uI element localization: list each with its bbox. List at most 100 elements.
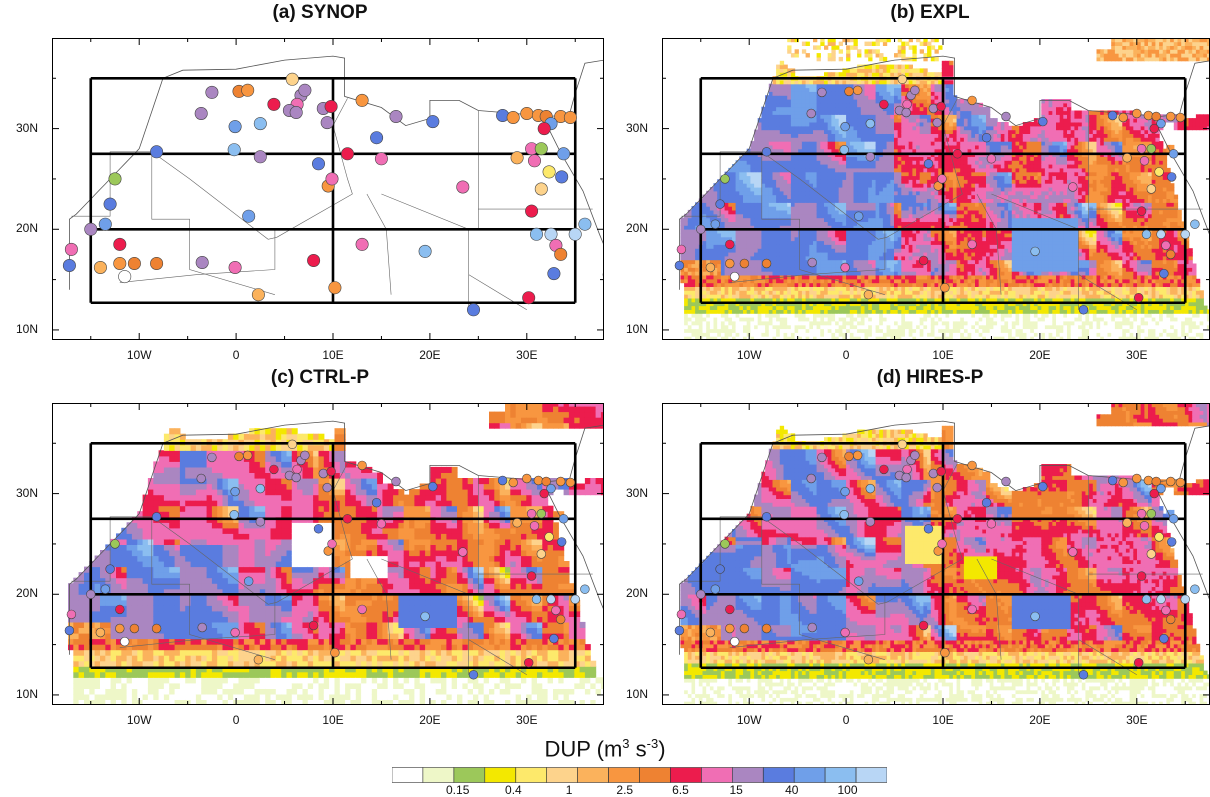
colorbar-swatch — [423, 768, 454, 783]
station-marker — [1160, 269, 1169, 278]
station-marker — [675, 261, 684, 270]
station-marker — [243, 210, 255, 222]
map-panel — [52, 38, 604, 340]
station-marker — [458, 548, 467, 557]
station-marker — [929, 469, 938, 478]
station-marker — [716, 200, 725, 209]
station-marker — [1176, 113, 1185, 122]
station-marker — [1157, 595, 1166, 604]
map-panel — [662, 403, 1210, 705]
station-marker — [254, 117, 266, 129]
station-marker — [1160, 634, 1169, 643]
lon-tick-label: 0 — [222, 348, 250, 362]
station-marker — [356, 238, 368, 250]
station-marker — [540, 489, 549, 498]
station-marker — [845, 87, 854, 96]
dup-field — [680, 403, 1210, 705]
colorbar-swatch — [701, 768, 732, 783]
station-marker — [1142, 595, 1151, 604]
station-marker — [534, 476, 543, 485]
station-marker — [111, 540, 120, 549]
colorbar-swatch — [609, 768, 640, 783]
station-marker — [370, 132, 382, 144]
station-marker — [152, 624, 161, 633]
station-marker — [537, 550, 546, 559]
colorbar-swatch — [547, 768, 578, 783]
station-marker — [953, 149, 962, 158]
station-marker — [557, 538, 566, 547]
station-marker — [919, 256, 928, 265]
station-marker — [198, 623, 207, 632]
station-marker — [853, 451, 862, 460]
station-marker — [1166, 112, 1175, 121]
station-marker — [195, 107, 207, 119]
station-marker — [807, 109, 816, 118]
station-marker — [581, 585, 590, 594]
station-marker — [104, 198, 116, 210]
station-marker — [256, 484, 265, 493]
lat-tick-label: 30N — [16, 121, 38, 135]
station-marker — [509, 478, 518, 487]
lon-tick-label: 10W — [125, 713, 153, 727]
station-marker — [762, 624, 771, 633]
station-marker — [321, 116, 333, 128]
station-marker — [1176, 478, 1185, 487]
station-marker — [721, 175, 730, 184]
station-marker — [725, 624, 734, 633]
station-marker — [933, 483, 942, 492]
lon-tick-label: 10W — [125, 348, 153, 362]
station-marker — [1134, 293, 1143, 302]
station-marker — [1191, 585, 1200, 594]
station-marker — [427, 115, 439, 127]
lon-tick-label: 20E — [1026, 348, 1054, 362]
station-marker — [235, 452, 244, 461]
map-panel — [52, 403, 604, 705]
panel-title: (b) EXPL — [650, 2, 1210, 24]
lon-tick-label: 30E — [513, 348, 541, 362]
station-marker — [467, 304, 479, 316]
lon-tick-label: 0 — [222, 713, 250, 727]
colorbar-swatch — [670, 768, 701, 783]
lon-tick-label: 30E — [1123, 713, 1151, 727]
country-border — [367, 194, 391, 295]
station-marker — [96, 628, 105, 637]
station-marker — [968, 461, 977, 470]
lon-tick-label: 10E — [319, 348, 347, 362]
country-border — [120, 229, 275, 282]
station-marker — [987, 154, 996, 163]
colorbar-swatch — [856, 768, 887, 783]
station-marker — [866, 517, 875, 526]
station-marker — [254, 151, 266, 163]
station-marker — [329, 282, 341, 294]
station-marker — [331, 648, 340, 657]
station-marker — [1150, 489, 1159, 498]
station-marker — [288, 440, 297, 449]
station-marker — [101, 585, 110, 594]
station-marker — [1108, 111, 1117, 120]
station-marker — [372, 498, 381, 507]
station-marker — [1038, 117, 1047, 126]
station-marker — [1140, 521, 1149, 530]
station-marker — [323, 483, 332, 492]
station-marker — [808, 623, 817, 632]
station-marker — [312, 158, 324, 170]
station-marker — [711, 585, 720, 594]
dup-field — [680, 38, 1210, 340]
lat-tick-label: 10N — [626, 687, 648, 701]
station-marker — [537, 509, 546, 518]
station-marker — [1162, 241, 1171, 250]
station-marker — [740, 624, 749, 633]
station-marker — [208, 453, 217, 462]
station-marker — [469, 670, 478, 679]
station-marker — [938, 175, 947, 184]
coastline — [69, 56, 604, 290]
station-marker — [1169, 149, 1178, 158]
station-marker — [1167, 538, 1176, 547]
station-marker — [557, 148, 569, 160]
country-border — [469, 275, 527, 310]
station-marker — [507, 111, 519, 123]
station-marker — [555, 248, 567, 260]
station-marker — [841, 263, 850, 272]
station-marker — [941, 648, 950, 657]
station-marker — [1119, 478, 1128, 487]
